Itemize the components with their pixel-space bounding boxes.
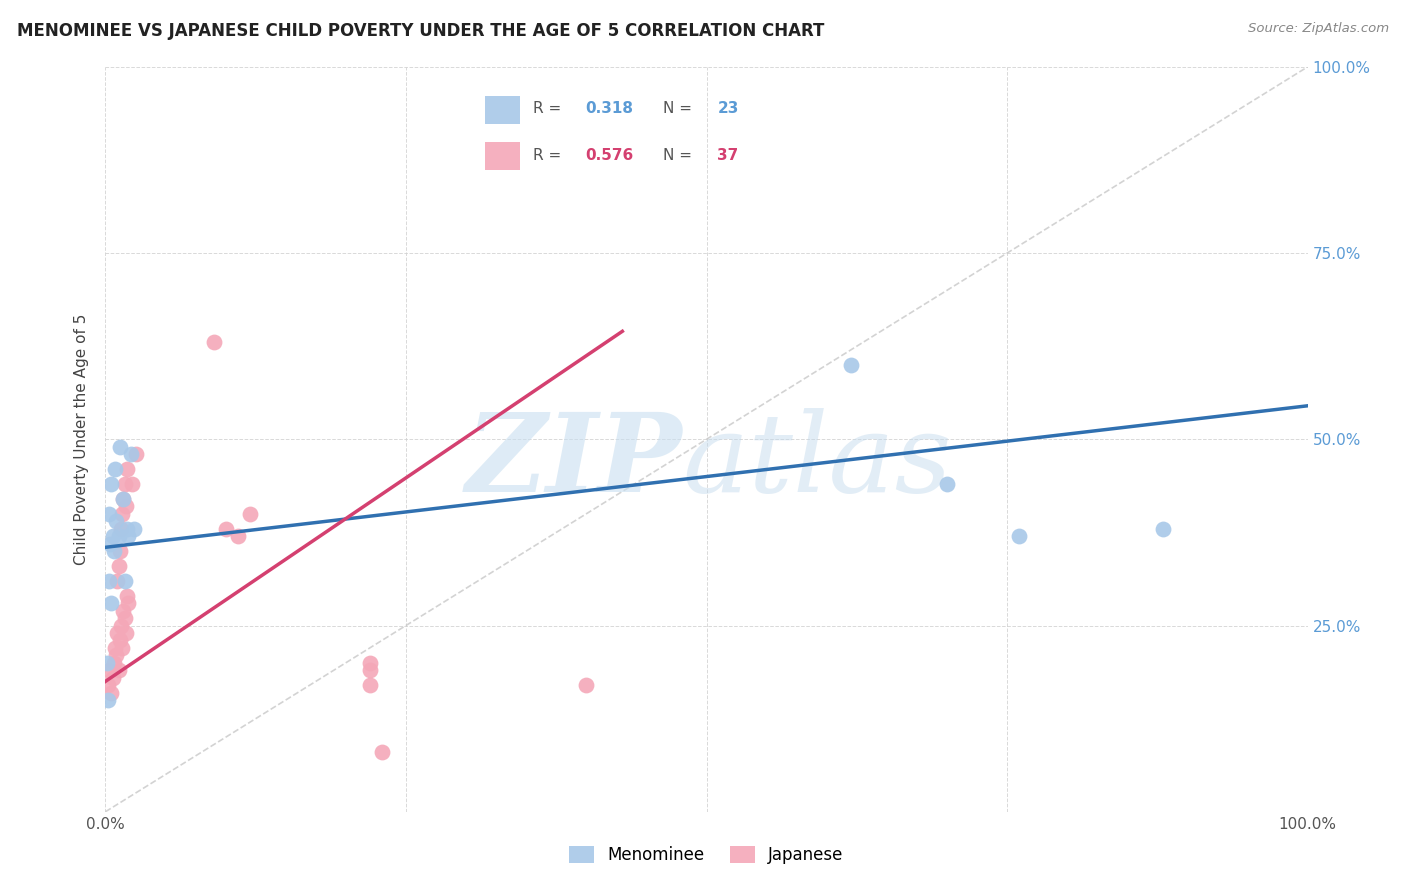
Text: ZIP: ZIP (465, 408, 682, 516)
Point (112, 604, 135, 618)
Point (107, 574, 129, 588)
Point (108, 440, 131, 454)
Point (115, 462, 138, 476)
Point (100, 685, 122, 699)
Text: MENOMINEE VS JAPANESE CHILD POVERTY UNDER THE AGE OF 5 CORRELATION CHART: MENOMINEE VS JAPANESE CHILD POVERTY UNDE… (17, 22, 824, 40)
Point (1152, 522, 1174, 536)
Point (107, 626, 129, 640)
Legend: Menominee, Japanese: Menominee, Japanese (562, 838, 851, 871)
Point (105, 514, 128, 528)
Point (101, 671, 124, 685)
Point (115, 589, 138, 603)
Point (114, 477, 136, 491)
Point (114, 574, 136, 588)
Point (115, 500, 138, 514)
Point (359, 678, 381, 692)
Point (98, 574, 121, 588)
Point (936, 477, 959, 491)
Point (117, 596, 139, 610)
Point (101, 529, 124, 543)
Point (107, 558, 129, 573)
Point (359, 656, 381, 670)
Point (371, 745, 394, 759)
Point (108, 544, 131, 558)
Text: atlas: atlas (682, 408, 952, 516)
Point (100, 596, 122, 610)
Point (108, 633, 131, 648)
Point (96, 656, 118, 670)
Point (124, 522, 146, 536)
Point (103, 656, 125, 670)
Point (121, 477, 143, 491)
Point (114, 611, 136, 625)
Point (112, 491, 135, 506)
Point (226, 529, 249, 543)
Point (1008, 529, 1031, 543)
Y-axis label: Child Poverty Under the Age of 5: Child Poverty Under the Age of 5 (75, 314, 90, 565)
Point (107, 663, 129, 677)
Point (120, 447, 142, 461)
Point (104, 640, 127, 655)
Point (111, 640, 134, 655)
Point (115, 522, 138, 536)
Point (124, 447, 146, 461)
Point (110, 522, 132, 536)
Point (239, 507, 262, 521)
Point (104, 462, 127, 476)
Point (575, 678, 598, 692)
Point (105, 648, 128, 663)
Point (103, 544, 125, 558)
Point (97, 693, 120, 707)
Point (98, 536, 121, 550)
Point (98, 663, 121, 677)
Point (117, 529, 139, 543)
Point (107, 529, 129, 543)
Point (112, 491, 135, 506)
Point (214, 522, 236, 536)
Point (110, 618, 132, 632)
Point (100, 477, 122, 491)
Point (202, 335, 225, 350)
Text: Source: ZipAtlas.com: Source: ZipAtlas.com (1249, 22, 1389, 36)
Point (111, 507, 134, 521)
Point (839, 358, 862, 372)
Point (98, 507, 121, 521)
Point (359, 663, 381, 677)
Point (115, 626, 138, 640)
Point (97, 678, 120, 692)
